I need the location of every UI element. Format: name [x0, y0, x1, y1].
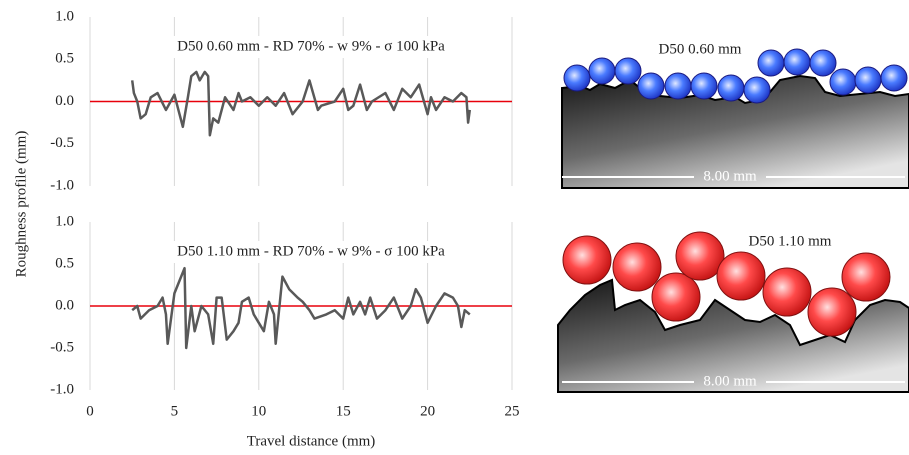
grains — [563, 48, 908, 104]
y-tick-label: -0.5 — [50, 339, 74, 355]
grains — [562, 231, 891, 337]
y-axis-label: Roughness profile (mm) — [13, 131, 29, 278]
title-background — [173, 241, 449, 263]
title-background — [173, 36, 449, 58]
x-axis-label: Travel distance (mm) — [247, 433, 376, 449]
y-tick-label: 0.0 — [55, 93, 74, 109]
y-tick-label: 0.5 — [55, 51, 74, 67]
diagram-small-grains: D50 0.60 mm 8.00 mm — [561, 41, 909, 189]
y-tick-label: 1.0 — [55, 213, 74, 229]
chart-title: D50 0.60 mm - RD 70% - w 9% - σ 100 kPa — [177, 38, 445, 54]
chart-title: D50 1.10 mm - RD 70% - w 9% - σ 100 kPa — [177, 243, 445, 259]
y-tick-label: -1.0 — [50, 177, 74, 193]
rock-surface — [557, 278, 909, 393]
y-tick-label: -0.5 — [50, 135, 74, 151]
y-tick-label: 0.0 — [55, 297, 74, 313]
diagram-label: D50 0.60 mm — [659, 41, 742, 57]
scale-label: 8.00 mm — [703, 168, 757, 184]
x-tick-label: 25 — [505, 403, 520, 419]
x-tick-label: 20 — [420, 403, 435, 419]
rock-surface — [561, 74, 909, 189]
x-tick-label: 15 — [336, 403, 351, 419]
profile-line — [130, 70, 472, 137]
scale-label: 8.00 mm — [703, 373, 757, 389]
x-tick-label: 5 — [171, 403, 179, 419]
profile-line — [131, 266, 471, 350]
y-tick-label: -1.0 — [50, 381, 74, 397]
y-tick-label: 0.5 — [55, 255, 74, 271]
x-tick-label: 10 — [251, 403, 266, 419]
diagram-label: D50 1.10 mm — [749, 233, 832, 249]
y-tick-label: 1.0 — [55, 8, 74, 24]
charts: 1.0 0.5 0.0 -0.5 -1.0 D50 0.60 mm - RD 70% - … — [13, 8, 519, 449]
x-tick-label: 0 — [86, 403, 94, 419]
diagram-large-grains: D50 1.10 mm 8.00 mm — [557, 231, 909, 393]
